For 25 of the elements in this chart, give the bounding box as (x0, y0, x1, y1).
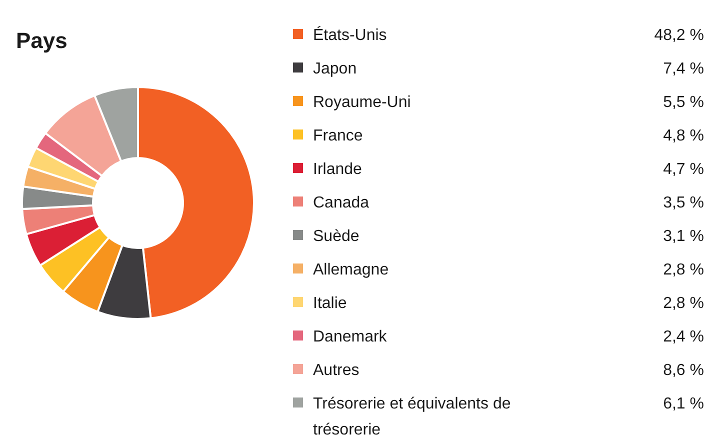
data-label: 4,7 % (663, 161, 704, 178)
legend-label: Suède (313, 228, 360, 245)
legend-label: Trésorerie et équivalents de trésorerie (313, 396, 511, 438)
data-label: 5,5 % (663, 94, 704, 111)
data-label: 2,4 % (663, 328, 704, 346)
legend-label: Italie (313, 295, 347, 312)
data-label: 2,8 % (663, 262, 704, 278)
legend-label: Japon (313, 60, 357, 78)
data-label: 4,8 % (663, 128, 704, 144)
legend-label: Irlande (313, 161, 362, 178)
data-label: 8,6 % (663, 362, 704, 379)
legend-label: Royaume-Uni (313, 94, 411, 111)
legend-label: France (313, 128, 363, 144)
legend-label: États-Unis (313, 26, 387, 44)
chart-title: Pays (16, 28, 68, 53)
legend-label: Danemark (313, 328, 388, 346)
data-label: 6,1 % (663, 396, 704, 412)
data-label: 48,2 % (654, 27, 704, 44)
data-label: 3,5 % (663, 194, 704, 212)
data-label: 7,4 % (663, 60, 704, 78)
legend-label: Allemagne (313, 262, 389, 278)
legend-label: Autres (313, 362, 360, 379)
data-label: 3,1 % (663, 228, 704, 245)
data-label: 2,8 % (663, 295, 704, 312)
legend-label: Canada (313, 194, 370, 212)
